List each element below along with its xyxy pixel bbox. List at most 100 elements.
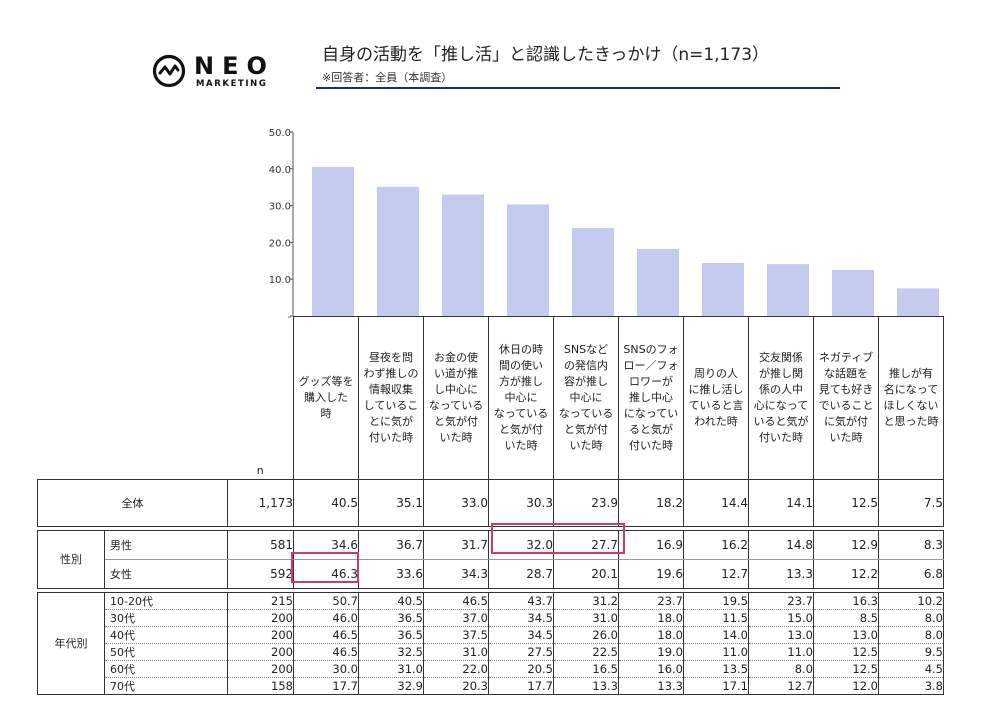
- age-row-value: 13.3: [553, 677, 619, 695]
- age-row-value: 20.5: [488, 660, 554, 678]
- age-group-label: 年代別: [37, 591, 105, 695]
- age-row-value: 46.0: [293, 609, 359, 627]
- crosstab-table: n グッズ等を 購入した時昼夜を問 わず推しの 情報収集 しているこ とに気が 付いた時 お金の…: [37, 316, 944, 695]
- age-row-value: 17.7: [488, 677, 554, 695]
- age-row-label: 60代: [104, 660, 228, 678]
- column-header-3: 休日の時 間の使い 方が推し 中心に なっている と気が付 いた時: [488, 316, 554, 479]
- age-row-value: 19.0: [618, 643, 684, 661]
- logo-subword: MARKETING: [196, 79, 268, 89]
- age-row-value: 43.7: [488, 591, 554, 610]
- age-row-label: 10-20代: [104, 591, 228, 610]
- sex-row-value: 6.8: [878, 559, 944, 589]
- bar-4: [572, 228, 614, 316]
- sex-row-value: 33.6: [358, 559, 424, 589]
- age-row-value: 8.0: [748, 660, 814, 678]
- total-value: 35.1: [358, 478, 424, 527]
- bar-chart: 50.0 40.0 30.0 20.0 10.0 -: [269, 128, 939, 320]
- total-value: 40.5: [293, 478, 359, 527]
- sex-row-value: 20.1: [553, 559, 619, 589]
- age-row-value: 40.5: [358, 591, 424, 610]
- age-row-value: 11.0: [683, 643, 749, 661]
- y-tick-label: 10.0: [269, 275, 291, 286]
- age-row-value: 46.5: [293, 626, 359, 644]
- age-row-value: 20.3: [423, 677, 489, 695]
- age-row-label: 30代: [104, 609, 228, 627]
- logo-word: NEO: [194, 52, 275, 80]
- sex-row-n: 581: [227, 529, 294, 560]
- age-row-value: 36.5: [358, 609, 424, 627]
- sex-row-value: 19.6: [618, 559, 684, 589]
- age-row-label: 50代: [104, 643, 228, 661]
- age-row: 60代 200 30.0 31.0 22.0 20.5 16.5 16.0 13.5 8.0 12.…: [38, 660, 944, 678]
- age-row-value: 12.0: [813, 677, 879, 695]
- age-row-value: 17.7: [293, 677, 359, 695]
- age-row-value: 46.5: [423, 591, 489, 610]
- total-value: 12.5: [813, 478, 879, 527]
- bar-3: [507, 204, 549, 316]
- sex-row-value: 16.2: [683, 529, 749, 560]
- age-row-value: 4.5: [878, 660, 944, 678]
- age-row-label: 40代: [104, 626, 228, 644]
- age-row-n: 200: [227, 626, 294, 644]
- neo-logo-mark-icon: [152, 54, 186, 88]
- total-n: 1,173: [227, 478, 294, 527]
- n-column-header: n: [227, 316, 294, 479]
- neo-marketing-logo: NEO MARKETING: [152, 52, 277, 92]
- column-header-9: 推しが有 名になって ほしくない と思った時: [878, 316, 944, 479]
- total-value: 30.3: [488, 478, 554, 527]
- age-row-value: 11.5: [683, 609, 749, 627]
- age-row-value: 22.0: [423, 660, 489, 678]
- bar-2: [442, 194, 484, 316]
- total-label: 全体: [37, 478, 228, 527]
- bar-7: [767, 264, 809, 316]
- age-row-value: 14.0: [683, 626, 749, 644]
- sex-row-n: 592: [227, 559, 294, 589]
- sex-row-value: 16.9: [618, 529, 684, 560]
- age-row: 50代 200 46.5 32.5 31.0 27.5 22.5 19.0 11.0 11.0 12…: [38, 643, 944, 661]
- age-row-value: 18.0: [618, 626, 684, 644]
- bar-8: [832, 270, 874, 316]
- age-row-value: 32.5: [358, 643, 424, 661]
- total-value: 33.0: [423, 478, 489, 527]
- column-header-6: 周りの人 に推し活し ていると言 われた時: [683, 316, 749, 479]
- total-row: 全体 1,173 40.5 35.1 33.0 30.3 23.9 18.2 14.4 14.1 1…: [37, 478, 944, 527]
- age-row-value: 16.5: [553, 660, 619, 678]
- sex-row-value: 34.3: [423, 559, 489, 589]
- age-row: 70代 158 17.7 32.9 20.3 17.7 13.3 13.3 17.1 12.7 12…: [38, 677, 944, 695]
- sex-row-value: 36.7: [358, 529, 424, 560]
- sex-row-value: 28.7: [488, 559, 554, 589]
- age-row-value: 31.0: [358, 660, 424, 678]
- highlight-female-goods: [291, 552, 359, 583]
- total-value: 23.9: [553, 478, 619, 527]
- age-row-value: 46.5: [293, 643, 359, 661]
- age-row-value: 34.5: [488, 626, 554, 644]
- sex-row-value: 13.3: [748, 559, 814, 589]
- y-tick-label: 20.0: [269, 238, 291, 249]
- column-header-5: SNSのフォ ロー／フォ ロワーが 推し中心 になってい ると気が 付いた時: [618, 316, 684, 479]
- sex-row-value: 12.9: [813, 529, 879, 560]
- total-value: 18.2: [618, 478, 684, 527]
- age-row-value: 8.0: [878, 609, 944, 627]
- age-row: 40代 200 46.5 36.5 37.5 34.5 26.0 18.0 14.0 13.0 13…: [38, 626, 944, 644]
- age-row-value: 13.3: [618, 677, 684, 695]
- age-row-value: 31.0: [553, 609, 619, 627]
- bar-9: [897, 288, 939, 316]
- age-row-value: 19.5: [683, 591, 749, 610]
- y-tick-label: 30.0: [269, 202, 291, 213]
- age-row-value: 10.2: [878, 591, 944, 610]
- column-header-2: お金の使 い道が推 し中心に なっている と気が付 いた時: [423, 316, 489, 479]
- sex-row-value: 31.7: [423, 529, 489, 560]
- age-row-value: 8.5: [813, 609, 879, 627]
- bar-0: [312, 166, 354, 316]
- total-value: 7.5: [878, 478, 944, 527]
- age-row-value: 50.7: [293, 591, 359, 610]
- age-row-value: 13.0: [813, 626, 879, 644]
- chart-subtitle: ※回答者：全員（本調査）: [322, 71, 453, 84]
- age-row-value: 12.5: [813, 660, 879, 678]
- age-row-value: 30.0: [293, 660, 359, 678]
- bar-1: [377, 186, 419, 316]
- y-tick-label: 40.0: [269, 165, 291, 176]
- total-value: 14.1: [748, 478, 814, 527]
- column-header-1: 昼夜を問 わず推しの 情報収集 しているこ とに気が 付いた時: [358, 316, 424, 479]
- age-row-n: 158: [227, 677, 294, 695]
